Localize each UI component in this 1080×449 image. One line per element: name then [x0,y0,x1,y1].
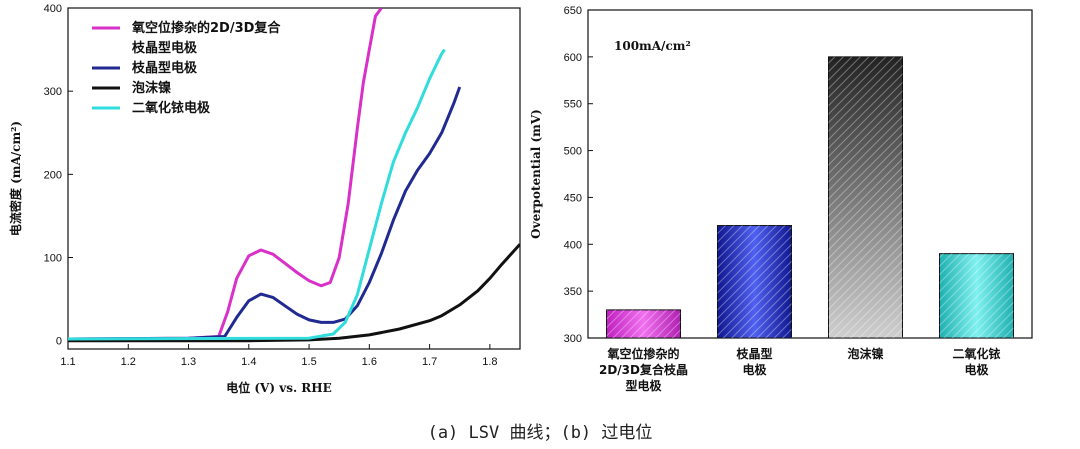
lsv-y-tick-label: 400 [44,3,62,15]
overpotential-chart: 300 350 400 450 500 550 600 650 Overpotential (m… [529,5,1033,393]
overpotential-bar-hatch [717,225,792,338]
overpotential-plot-frame [587,9,1033,339]
overpotential-y-tick-label: 500 [564,146,582,158]
lsv-y-axis-label: 电流密度 (mA/cm²) [8,121,23,236]
overpotential-category-label: 二氧化铱电极 [952,346,1000,377]
overpotential-category-label: 枝晶型电极 [735,346,772,377]
lsv-x-tick-label: 1.8 [482,356,497,368]
lsv-legend-label: 二氧化铱电极 [132,100,211,116]
overpotential-y-tick-label: 600 [564,52,582,64]
lsv-chart: 1.1 1.2 1.3 1.4 1.5 1.6 1.7 1.8 0 100 200 300 400 电位 … [8,3,521,395]
lsv-x-tick-label: 1.6 [362,356,377,368]
overpotential-category-label: 泡沫镍 [847,346,883,361]
overpotential-bar-hatch [939,253,1014,338]
lsv-y-tick-label: 100 [44,253,62,265]
lsv-x-tick-label: 1.4 [241,356,256,368]
overpotential-y-axis-label: Overpotential (mV) [529,109,543,239]
lsv-y-tick-label: 0 [56,336,62,348]
lsv-series-line [68,8,383,341]
overpotential-category-label: 氧空位掺杂的 2D/3D复合枝晶型电极 [599,346,688,393]
lsv-x-tick-label: 1.1 [60,356,75,368]
lsv-series-line [68,48,446,341]
lsv-series-line [68,86,462,341]
lsv-series-line [68,243,520,343]
lsv-x-tick-label: 1.2 [121,356,136,368]
overpotential-y-tick-label: 400 [564,239,582,251]
overpotential-y-tick-label: 450 [564,192,582,204]
lsv-plot-frame [67,7,521,350]
lsv-y-tick-label: 300 [44,86,62,98]
lsv-legend-label: 氧空位掺杂的2D/3D复合枝晶型电极 [131,20,281,56]
lsv-x-axis-label: 电位 (V) vs. RHE [226,380,332,395]
current-density-annotation: 100mA/cm² [614,39,691,53]
lsv-y-tick-label: 200 [44,169,62,181]
figure-caption: (a) LSV 曲线；(b) 过电位 [427,423,653,443]
lsv-x-tick-label: 1.5 [301,356,316,368]
overpotential-bar-hatch [606,309,681,338]
lsv-x-tick-label: 1.7 [422,356,437,368]
lsv-legend-label: 泡沫镍 [132,80,171,96]
overpotential-y-tick-label: 300 [564,333,582,345]
overpotential-y-tick-label: 550 [564,99,582,111]
lsv-legend-label: 枝晶型电极 [131,60,198,76]
lsv-x-tick-label: 1.3 [181,356,196,368]
overpotential-y-tick-label: 350 [564,286,582,298]
overpotential-bar-hatch [828,56,903,338]
overpotential-y-tick-label: 650 [564,5,582,17]
